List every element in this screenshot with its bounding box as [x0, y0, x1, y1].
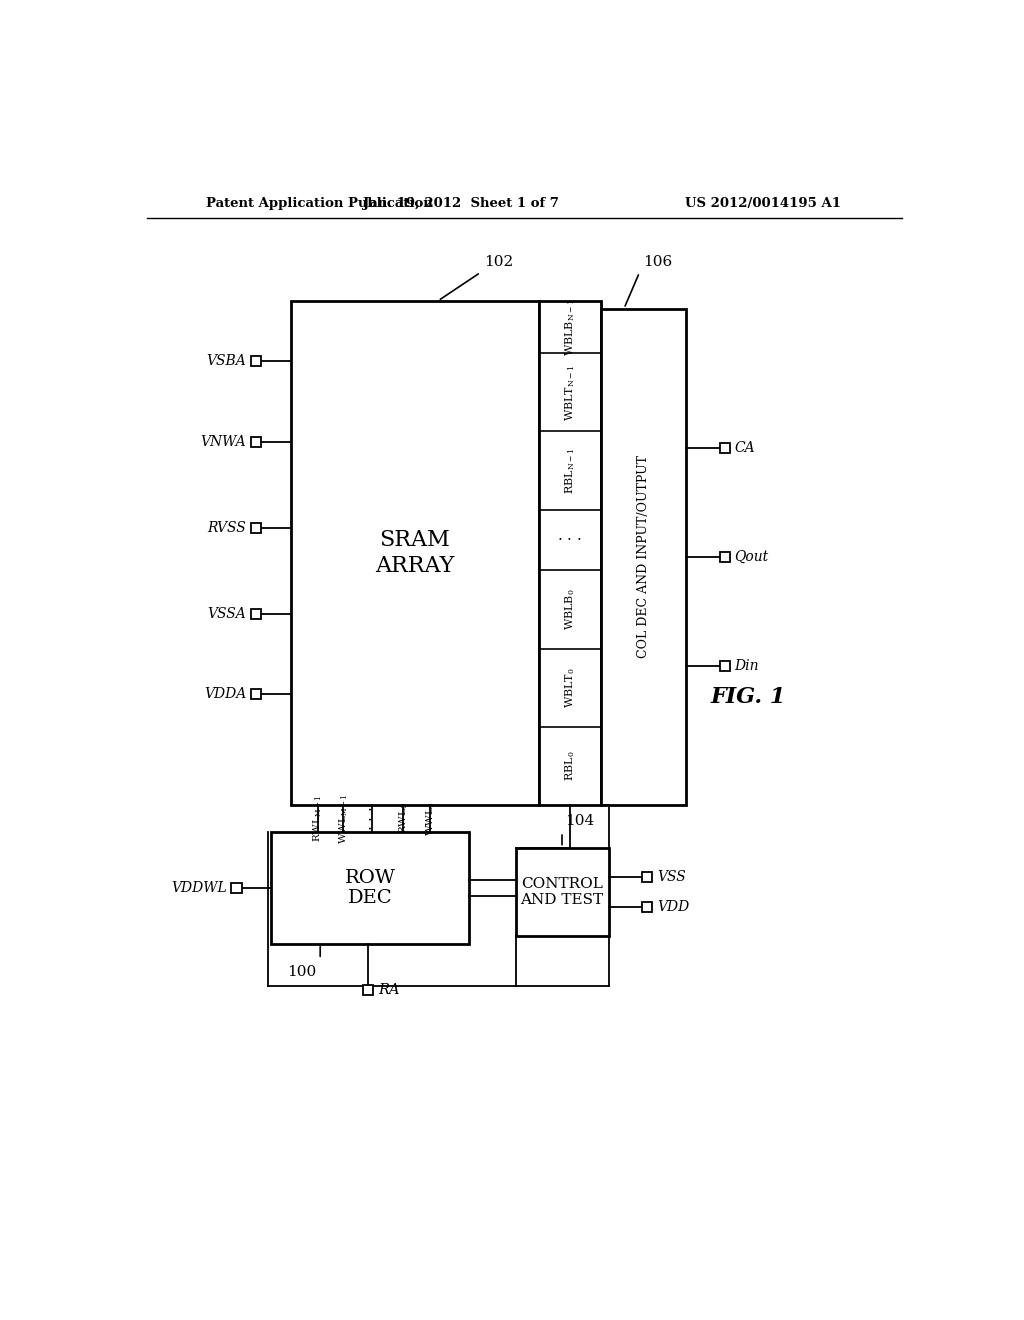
Text: RBL$_{\mathregular{N-1}}$: RBL$_{\mathregular{N-1}}$	[563, 447, 577, 494]
Text: CONTROL
AND TEST: CONTROL AND TEST	[520, 876, 603, 907]
Text: WBLB$_{\mathregular{N-1}}$: WBLB$_{\mathregular{N-1}}$	[563, 298, 577, 355]
Bar	[642, 871, 652, 882]
Bar	[231, 883, 242, 892]
Text: Din: Din	[734, 659, 759, 673]
Text: RBL$_{\mathregular{0}}$: RBL$_{\mathregular{0}}$	[563, 751, 577, 781]
Text: RVSS: RVSS	[208, 521, 246, 535]
Bar	[251, 523, 261, 533]
Text: WBLT$_{\mathregular{0}}$: WBLT$_{\mathregular{0}}$	[563, 668, 577, 709]
Text: Patent Application Publication: Patent Application Publication	[206, 197, 432, 210]
Text: Qout: Qout	[734, 550, 769, 564]
Text: Jan. 19, 2012  Sheet 1 of 7: Jan. 19, 2012 Sheet 1 of 7	[364, 197, 559, 210]
Text: VNWA: VNWA	[201, 436, 246, 449]
Text: WWL$_{\mathregular{M-1}}$: WWL$_{\mathregular{M-1}}$	[337, 793, 350, 843]
Text: $\cdot$ $\cdot$ $\cdot$: $\cdot$ $\cdot$ $\cdot$	[366, 807, 379, 832]
Text: SRAM
ARRAY: SRAM ARRAY	[375, 529, 455, 577]
Bar	[515, 847, 608, 936]
Bar	[720, 552, 730, 562]
Bar	[720, 442, 730, 453]
Bar	[251, 609, 261, 619]
Bar	[642, 902, 652, 912]
Bar	[601, 309, 686, 805]
Text: VSBA: VSBA	[207, 354, 246, 368]
Text: VDD: VDD	[657, 900, 689, 913]
Text: FIG. 1: FIG. 1	[711, 686, 785, 709]
Text: VSS: VSS	[657, 870, 686, 884]
Text: $\cdot$ $\cdot$ $\cdot$: $\cdot$ $\cdot$ $\cdot$	[557, 533, 582, 546]
Text: VSSA: VSSA	[208, 607, 246, 620]
Text: RA: RA	[378, 983, 399, 997]
Bar	[271, 832, 469, 944]
Bar	[251, 689, 261, 700]
Bar	[251, 356, 261, 367]
Text: COL DEC AND INPUT/OUTPUT: COL DEC AND INPUT/OUTPUT	[637, 455, 650, 659]
Text: US 2012/0014195 A1: US 2012/0014195 A1	[685, 197, 841, 210]
Text: CA: CA	[734, 441, 755, 454]
Text: RWL$_{\mathregular{M-1}}$: RWL$_{\mathregular{M-1}}$	[311, 795, 325, 842]
Text: 100: 100	[287, 965, 316, 979]
Text: ROW
DEC: ROW DEC	[345, 869, 395, 907]
Text: RWL$_{\mathregular{0}}$: RWL$_{\mathregular{0}}$	[396, 803, 410, 834]
Text: WBLT$_{\mathregular{N-1}}$: WBLT$_{\mathregular{N-1}}$	[563, 364, 577, 421]
Text: VDDWL: VDDWL	[171, 880, 226, 895]
Bar	[251, 437, 261, 447]
Bar	[291, 301, 539, 805]
Bar	[720, 661, 730, 671]
Text: WBLB$_{\mathregular{0}}$: WBLB$_{\mathregular{0}}$	[563, 589, 577, 631]
Text: 102: 102	[484, 255, 514, 268]
Text: 104: 104	[565, 814, 594, 829]
Bar	[364, 985, 374, 995]
Text: 106: 106	[643, 255, 673, 268]
Bar	[539, 301, 601, 805]
Text: VDDA: VDDA	[204, 688, 246, 701]
Text: WWL$_{\mathregular{0}}$: WWL$_{\mathregular{0}}$	[424, 801, 436, 836]
